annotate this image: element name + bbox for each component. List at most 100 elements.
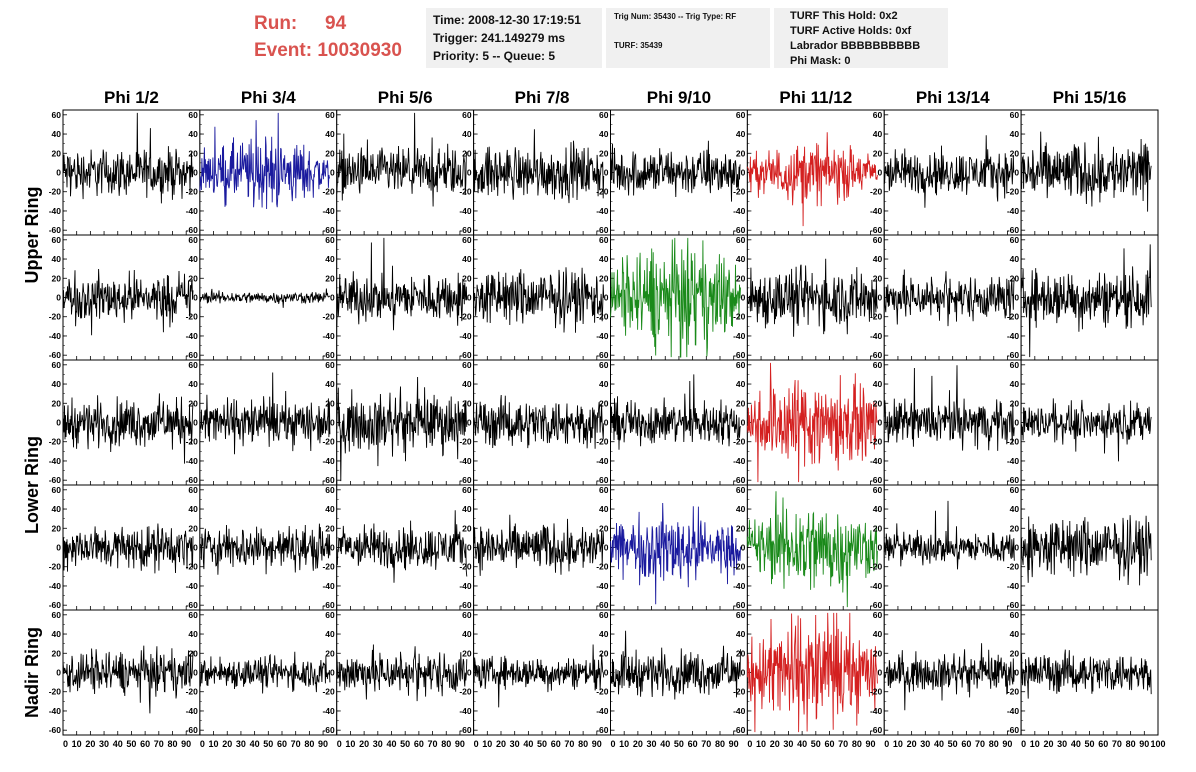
x-tick-label: 70 <box>838 739 848 749</box>
y-tick-label: 0 <box>604 293 609 303</box>
x-tick-label: 50 <box>1085 739 1095 749</box>
y-tick-label: 0 <box>878 293 883 303</box>
y-tick-label: 20 <box>462 523 472 533</box>
y-tick-label: 20 <box>462 648 472 658</box>
x-tick-label: 70 <box>154 739 164 749</box>
x-tick-label: 90 <box>1139 739 1149 749</box>
row-group-label: Upper Ring <box>22 187 42 284</box>
y-tick-label: 60 <box>325 610 335 620</box>
y-tick-label: -60 <box>322 475 335 485</box>
waveform-trace <box>746 612 878 733</box>
y-tick-label: -40 <box>870 331 883 341</box>
x-tick-label: 60 <box>414 739 424 749</box>
row-group-label: Nadir Ring <box>22 627 42 718</box>
waveform-trace <box>1020 649 1152 699</box>
y-tick-label: -60 <box>733 725 746 735</box>
waveform-trace <box>473 394 605 449</box>
trigger-line: Trigger: 241.149279 ms <box>433 31 566 45</box>
y-tick-label: -60 <box>322 600 335 610</box>
y-tick-label: 0 <box>193 168 198 178</box>
turf-line: TURF: 35439 <box>614 41 663 50</box>
y-tick-label: -60 <box>49 600 62 610</box>
y-tick-label: 20 <box>873 148 883 158</box>
x-tick-label: 60 <box>551 739 561 749</box>
y-tick-label: 20 <box>873 648 883 658</box>
x-tick-label: 30 <box>783 739 793 749</box>
y-tick-label: -60 <box>49 725 62 735</box>
x-tick-label: 80 <box>304 739 314 749</box>
y-tick-label: 60 <box>1010 485 1020 495</box>
trig-num-line: Trig Num: 35430 -- Trig Type: RF <box>614 12 737 21</box>
waveform-trace <box>62 523 194 574</box>
x-tick-label: 20 <box>1043 739 1053 749</box>
y-tick-label: 60 <box>325 360 335 370</box>
y-tick-label: 20 <box>52 398 62 408</box>
y-tick-label: -20 <box>186 187 199 197</box>
y-tick-label: -60 <box>1007 475 1020 485</box>
y-tick-label: -20 <box>870 187 883 197</box>
y-tick-label: 20 <box>873 398 883 408</box>
x-tick-label: 90 <box>181 739 191 749</box>
y-tick-label: 0 <box>1014 418 1019 428</box>
x-tick-label: 30 <box>1057 739 1067 749</box>
y-tick-label: 40 <box>599 129 609 139</box>
y-tick-label: 0 <box>56 418 61 428</box>
waveform-trace <box>1020 244 1152 358</box>
y-tick-label: -20 <box>322 437 335 447</box>
x-tick-label: 10 <box>209 739 219 749</box>
y-tick-label: 20 <box>736 648 746 658</box>
y-tick-label: 20 <box>52 648 62 658</box>
y-tick-label: 40 <box>188 129 198 139</box>
x-tick-label: 40 <box>797 739 807 749</box>
x-tick-label: 0 <box>1021 739 1026 749</box>
y-tick-label: 0 <box>56 168 61 178</box>
y-tick-label: -20 <box>186 437 199 447</box>
y-tick-label: -60 <box>870 725 883 735</box>
y-tick-label: 20 <box>873 523 883 533</box>
x-tick-label: 20 <box>907 739 917 749</box>
y-tick-label: -40 <box>733 206 746 216</box>
y-tick-label: 40 <box>736 629 746 639</box>
x-tick-label: 30 <box>99 739 109 749</box>
y-tick-label: 0 <box>1014 668 1019 678</box>
y-tick-label: -20 <box>49 687 62 697</box>
y-tick-label: 60 <box>462 360 472 370</box>
x-tick-label: 0 <box>200 739 205 749</box>
x-tick-label: 20 <box>222 739 232 749</box>
y-tick-label: -60 <box>49 475 62 485</box>
y-tick-label: 0 <box>193 543 198 553</box>
y-tick-label: -40 <box>186 206 199 216</box>
x-tick-label: 0 <box>474 739 479 749</box>
x-tick-label: 70 <box>428 739 438 749</box>
waveform-panel: -60 -40 -20 0 20 40 60 <box>186 109 338 236</box>
y-tick-label: -20 <box>1007 687 1020 697</box>
waveform-trace <box>199 651 331 694</box>
y-tick-label: 20 <box>462 148 472 158</box>
x-tick-label: 70 <box>701 739 711 749</box>
turf-active-line: TURF Active Holds: 0xf <box>790 25 912 37</box>
y-tick-label: -20 <box>733 562 746 572</box>
x-tick-label: 10 <box>482 739 492 749</box>
waveform-panel: -60 -40 -20 0 20 40 60 <box>322 234 475 361</box>
y-tick-label: 20 <box>736 273 746 283</box>
y-tick-label: 40 <box>188 504 198 514</box>
row-group-label: Lower Ring <box>22 436 42 534</box>
x-tick-label: 80 <box>1126 739 1136 749</box>
y-tick-label: 0 <box>467 293 472 303</box>
y-tick-label: -20 <box>459 187 472 197</box>
x-tick-label: 0 <box>884 739 889 749</box>
waveform-trace <box>1020 131 1152 212</box>
x-tick-label: 80 <box>167 739 177 749</box>
y-tick-label: -60 <box>186 600 199 610</box>
waveform-panel: -60 -40 -20 0 20 40 60 <box>459 109 611 236</box>
y-tick-label: -20 <box>1007 187 1020 197</box>
y-tick-label: 40 <box>736 504 746 514</box>
x-tick-label: 20 <box>770 739 780 749</box>
y-tick-label: 20 <box>52 148 62 158</box>
priority-line: Priority: 5 -- Queue: 5 <box>433 49 556 63</box>
y-tick-label: -40 <box>870 206 883 216</box>
waveform-trace <box>746 132 878 227</box>
waveform-panel: -60 -40 -20 0 20 40 60 <box>1007 234 1159 361</box>
